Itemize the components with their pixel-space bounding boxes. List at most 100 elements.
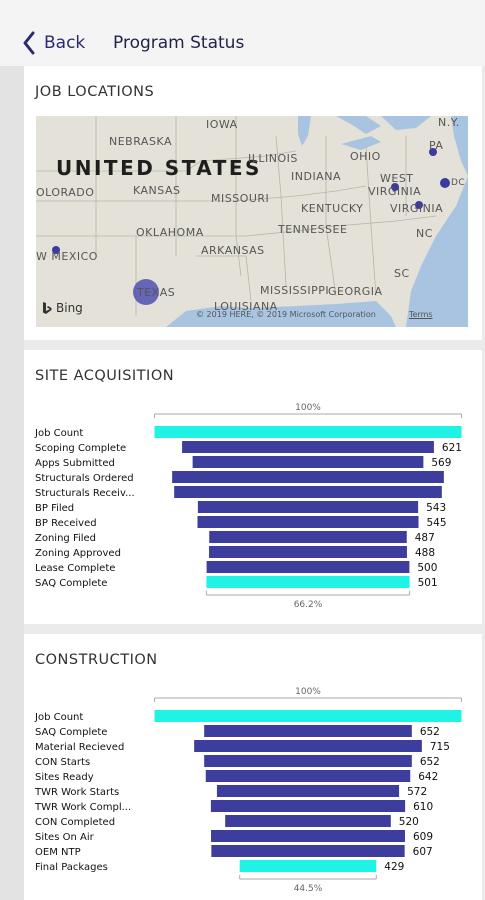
site-acquisition-bar-label: Scoping Complete [35,443,126,454]
site-acquisition-bar [197,501,419,513]
job-locations-map[interactable]: UNITED STATES NEBRASKA IOWA N.Y. ILLINOI… [36,116,468,327]
map-label: TENNESSEE [278,223,348,236]
map-label: WEST [380,172,414,185]
construction-bar [225,815,391,827]
site-acquisition-bar [206,576,410,588]
site-acquisition-bar [154,426,462,438]
map-label: N.Y. [438,116,460,129]
map-label: LOUISIANA [214,300,278,313]
site-acquisition-bottom-percent: 66.2% [294,600,323,610]
site-acquisition-bar-label: Structurals Ordered [35,473,134,484]
map-label: SC [394,267,410,280]
site-acquisition-value-label: 501 [418,577,438,589]
site-acquisition-card: SITE ACQUISITION 100% Job Count Scoping Co… [24,350,482,624]
job-locations-title: JOB LOCATIONS [35,84,155,100]
site-acquisition-bar-label: Lease Complete [35,563,115,574]
app-header: Back Program Status [0,0,485,66]
construction-bar-label: SAQ Complete [35,727,107,738]
construction-bar [239,860,377,872]
location-dot [415,201,423,209]
construction-bar-label: TWR Work Starts [34,787,119,798]
site-acquisition-value-label: 545 [427,517,447,529]
construction-value-label: 652 [420,756,440,768]
construction-value-label: 715 [430,741,450,753]
map-label: OLORADO [36,186,95,199]
location-dot [440,178,450,188]
site-acquisition-value-label: 621 [442,442,462,454]
construction-card: CONSTRUCTION 100% Job Count SAQ Complete 65… [24,634,482,900]
map-label: ILLINOIS [248,152,298,165]
back-label: Back [44,33,86,53]
map-copyright: © 2019 HERE, © 2019 Microsoft Corporatio… [196,310,376,319]
construction-value-label: 429 [384,861,404,873]
site-acquisition-bar [206,561,410,573]
construction-bar [211,845,405,857]
construction-value-label: 607 [413,846,433,858]
construction-bar [216,785,400,797]
bing-label: Bing [56,301,83,315]
site-acquisition-chart: 100% Job Count Scoping Complete 621 Apps Sub… [34,403,462,610]
site-acquisition-top-percent: 100% [295,403,321,413]
construction-chart: 100% Job Count SAQ Complete 652 Material Rec… [34,687,462,894]
site-acquisition-bar [197,516,419,528]
site-acquisition-bar-label: Apps Submitted [35,458,115,469]
site-acquisition-value-label: 488 [415,547,435,559]
construction-bar-label: Final Packages [35,862,108,873]
map-label: PA [429,139,444,152]
site-acquisition-bar [172,471,444,483]
site-acquisition-bar [192,456,424,468]
construction-bar-label: CON Completed [35,817,115,828]
back-button[interactable]: Back [22,28,85,58]
construction-bar [204,725,412,737]
map-label: TEXAS [137,286,176,299]
site-acquisition-title: SITE ACQUISITION [35,368,175,384]
construction-bar [154,710,462,722]
map-label: NEBRASKA [109,135,172,148]
construction-value-label: 652 [420,726,440,738]
site-acquisition-bar-label: BP Received [35,518,97,529]
site-acquisition-bar-label: SAQ Complete [35,578,107,589]
construction-bar [204,755,412,767]
location-dot [429,148,437,156]
site-acquisition-value-label: 569 [431,457,451,469]
map-label: MISSISSIPPI [260,284,330,297]
map-label: KANSAS [133,184,181,197]
map-label: VIRGINIA [390,202,444,215]
site-acquisition-bar-label: Job Count [34,428,83,439]
location-dot [52,246,60,254]
construction-bar-label: Sites On Air [35,832,95,843]
site-acquisition-bar-label: Zoning Filed [35,533,96,544]
construction-top-percent: 100% [295,687,321,697]
map-terms-link[interactable]: Terms [409,310,433,319]
site-acquisition-bar [209,546,407,558]
site-acquisition-value-label: 500 [417,562,437,574]
construction-bar [210,800,406,812]
map-label: ARKANSAS [201,244,265,257]
site-acquisition-bar-label: Structurals Receiv... [35,488,135,499]
site-acquisition-bar [209,531,407,543]
construction-bottom-percent: 44.5% [294,884,323,894]
construction-value-label: 520 [399,816,419,828]
site-acquisition-bar-label: Zoning Approved [35,548,121,559]
map-label: DC [451,178,466,188]
page-title: Program Status [113,33,245,53]
map-label: INDIANA [291,170,341,183]
construction-bar-label: Sites Ready [35,772,94,783]
construction-bar [205,770,411,782]
map-label: W MEXICO [36,250,98,263]
map-country-label: UNITED STATES [56,156,262,180]
construction-value-label: 642 [418,771,438,783]
site-acquisition-bar [174,486,442,498]
map-base [36,116,468,327]
construction-bar-label: OEM NTP [35,847,81,858]
chevron-left-icon [23,31,35,55]
construction-bar [194,740,422,752]
site-acquisition-bar-label: BP Filed [35,503,74,514]
map-label: MISSOURI [211,192,270,205]
site-acquisition-value-label: 543 [426,502,446,514]
construction-bar [211,830,405,842]
map-label: OHIO [350,150,381,163]
left-rail [0,66,24,900]
construction-title: CONSTRUCTION [35,652,158,668]
map-label: NC [416,227,433,240]
